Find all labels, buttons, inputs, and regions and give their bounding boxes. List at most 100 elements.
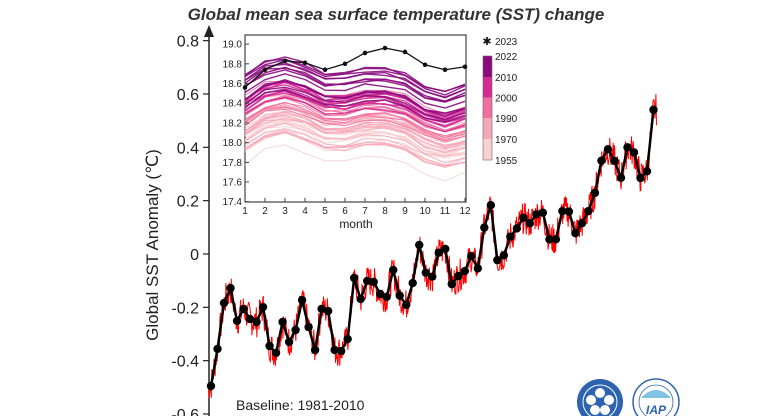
legend-2023-marker: ✱ [482,36,491,48]
annual-point-1967 [284,337,294,347]
annual-point-1994 [460,266,469,276]
annual-point-2016 [603,144,613,154]
annual-point-2008 [551,235,561,244]
inset-x-tick-label: 5 [322,206,328,217]
annual-point-1971 [310,345,320,355]
inset-point-2023 [362,50,368,56]
annual-point-1989 [428,272,437,281]
annual-point-2007 [545,235,554,244]
inset-line-1993 [244,106,466,141]
inset-point-2023 [462,64,468,70]
annual-point-1958 [226,283,235,293]
annual-point-1961 [245,314,255,324]
y-tick-label: -0.2 [171,300,199,317]
colorbar-swatch [483,97,492,118]
colorbar-legend: 2022 2010 2000 1990 1970 1955 ✱ 2023 [482,36,517,167]
annual-point-1972 [317,304,326,314]
inset-point-2023 [422,62,428,68]
inset-x-tick-label: 2 [262,206,268,217]
svg-text:IAP: IAP [646,403,667,416]
baseline-annotation: Baseline: 1981-2010 [236,397,365,413]
annual-point-1979 [362,276,372,286]
inset-point-2023 [302,60,308,66]
annual-point-2021 [636,173,645,183]
inset-x-tick-label: 7 [362,206,368,217]
inset-line-1960 [244,115,466,154]
inset-line-1973 [244,119,466,152]
inset-x-tick-label: 8 [382,206,388,217]
annual-point-1968 [291,325,300,335]
annual-point-1981 [375,289,385,299]
inset-line-2023 [244,47,466,88]
annual-series [206,105,658,391]
y-tick-label: -0.6 [171,407,199,416]
inset-line-1984 [244,110,466,149]
colorbar-swatch [483,139,492,160]
annual-point-2017 [610,156,619,166]
inset-line-1975 [244,131,466,167]
annual-point-2018 [616,173,626,182]
annual-point-1998 [486,200,496,210]
y-axis-label: Global SST Anomaly (℃) [143,149,162,341]
annual-point-2009 [558,206,567,216]
annual-point-1990 [434,248,443,257]
annual-point-1966 [278,317,287,327]
annual-point-2014 [590,188,600,198]
annual-point-1955 [206,381,216,391]
annual-point-1983 [389,265,398,275]
annual-point-1978 [356,294,365,304]
inset-line-1968 [244,126,466,159]
annual-point-1956 [213,344,222,354]
colorbar-label: 2000 [495,94,518,105]
inset-x-tick-label: 1 [242,206,248,217]
inset-line-2011 [244,89,466,123]
annual-point-1987 [415,240,424,250]
inset-x-tick-label: 6 [342,206,348,217]
inset-line-2013 [244,78,466,114]
inset-line-1969 [244,112,466,150]
annual-point-2003 [519,213,528,222]
inset-point-2023 [382,45,388,51]
annual-point-1965 [271,348,281,358]
annual-point-1991 [441,244,450,254]
cas-logo [577,379,623,416]
inset-line-1955 [244,144,466,182]
inset-x-label: month [339,217,372,231]
inset-line-2022 [244,67,466,103]
annual-point-2013 [584,206,593,216]
annual-point-1985 [402,300,411,310]
annual-point-1962 [252,317,261,327]
inset-x-tick-label: 9 [402,206,408,217]
annual-point-2001 [506,232,515,241]
annual-point-1969 [297,295,307,305]
annual-point-1959 [232,316,242,326]
annual-point-1960 [239,304,248,314]
colorbar-swatch [483,77,492,98]
annual-point-1996 [473,264,483,273]
y-tick-label: 0 [190,247,199,264]
inset-line-2020 [244,58,466,96]
inset-point-2023 [442,67,448,73]
inset-y-tick-label: 18.0 [223,138,243,149]
chart-title: Global mean sea surface temperature (SST… [188,5,605,24]
colorbar-label: 1970 [495,135,518,146]
inset-chart: 19.018.818.618.418.218.017.817.617.41 2 3 4… [223,34,471,231]
annual-point-1977 [349,273,359,283]
inset-line-1991 [244,95,466,131]
annual-point-1988 [421,268,430,277]
annual-point-1982 [382,292,391,302]
annual-point-2020 [629,148,639,157]
colorbar-label: 1955 [495,156,518,167]
annual-point-1995 [467,251,476,261]
y-tick-label: 0.4 [177,140,199,157]
inset-line-1970 [244,122,466,157]
inset-point-2023 [282,58,288,64]
y-axis-arrow [204,25,214,37]
annual-point-2023 [649,105,658,114]
inset-x-tick-label: 10 [419,206,431,217]
annual-point-1963 [258,302,268,312]
y-tick-label: 0.6 [177,87,199,104]
annual-point-1980 [369,277,378,287]
inset-line-2012 [244,86,466,121]
inset-line-1961 [244,120,466,155]
